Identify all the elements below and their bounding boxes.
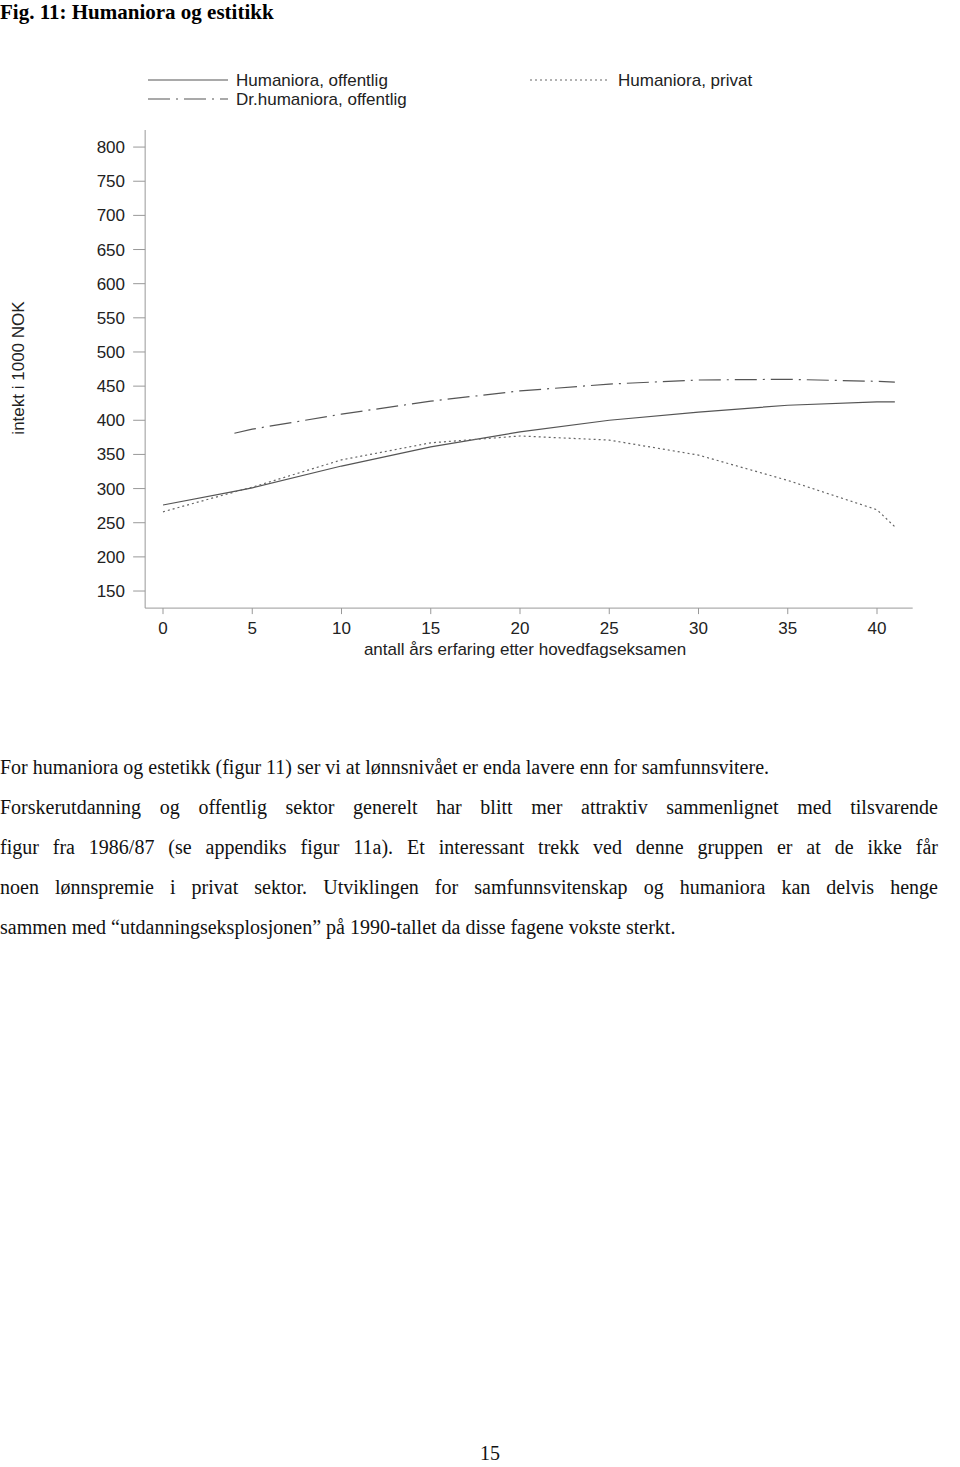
body-text: For humaniora og estetikk (figur 11) ser… bbox=[0, 747, 938, 947]
series-line bbox=[234, 379, 894, 433]
y-axis-line bbox=[145, 130, 146, 608]
legend-label: Humaniora, privat bbox=[618, 71, 752, 90]
y-tick bbox=[133, 420, 145, 421]
y-tick bbox=[133, 556, 145, 557]
y-tick-label: 550 bbox=[97, 309, 125, 328]
x-tick-label: 40 bbox=[868, 619, 887, 638]
y-tick bbox=[133, 249, 145, 250]
y-axis-label: intekt i 1000 NOK bbox=[9, 301, 28, 435]
legend-key bbox=[530, 79, 610, 80]
x-tick-label: 15 bbox=[421, 619, 440, 638]
y-tick bbox=[133, 283, 145, 284]
y-tick-label: 250 bbox=[97, 514, 125, 533]
y-tick-label: 450 bbox=[97, 377, 125, 396]
y-tick-label: 650 bbox=[97, 241, 125, 260]
page-number: 15 bbox=[0, 1442, 960, 1465]
x-tick-label: 5 bbox=[248, 619, 257, 638]
y-tick bbox=[133, 215, 145, 216]
x-tick-label: 30 bbox=[689, 619, 708, 638]
y-tick-label: 150 bbox=[97, 582, 125, 601]
x-tick bbox=[520, 608, 521, 614]
y-tick-label: 500 bbox=[97, 343, 125, 362]
x-tick bbox=[341, 608, 342, 614]
y-tick-label: 800 bbox=[97, 138, 125, 157]
y-tick bbox=[133, 147, 145, 148]
x-tick-label: 10 bbox=[332, 619, 351, 638]
x-axis-line bbox=[145, 608, 913, 609]
x-tick bbox=[787, 608, 788, 614]
y-tick-label: 200 bbox=[97, 548, 125, 567]
legend-key bbox=[148, 79, 228, 80]
plot-area bbox=[163, 379, 895, 527]
x-tick bbox=[609, 608, 610, 614]
text-line: For humaniora og estetikk (figur 11) ser… bbox=[0, 747, 938, 787]
x-tick bbox=[877, 608, 878, 614]
y-tick bbox=[133, 386, 145, 387]
x-tick bbox=[698, 608, 699, 614]
legend-label: Dr.humaniora, offentlig bbox=[236, 90, 407, 109]
y-tick bbox=[133, 522, 145, 523]
y-tick bbox=[133, 181, 145, 182]
x-tick-label: 35 bbox=[778, 619, 797, 638]
series-line bbox=[163, 402, 895, 505]
y-tick-label: 350 bbox=[97, 445, 125, 464]
text-line: sammen med “utdanningseksplosjonen” på 1… bbox=[0, 907, 938, 947]
y-tick-label: 400 bbox=[97, 411, 125, 430]
series-line bbox=[163, 436, 895, 527]
figure-title: Fig. 11: Humaniora og estitikk bbox=[0, 0, 274, 25]
y-tick-label: 300 bbox=[97, 480, 125, 499]
text-line: Forskerutdanning og offentlig sektor gen… bbox=[0, 787, 938, 827]
y-tick-label: 750 bbox=[97, 172, 125, 191]
text-line: figur fra 1986/87 (se appendiks figur 11… bbox=[0, 827, 938, 867]
legend-label: Humaniora, offentlig bbox=[236, 71, 388, 90]
y-tick bbox=[133, 591, 145, 592]
x-tick bbox=[163, 608, 164, 614]
x-axis-label: antall års erfaring etter hovedfagseksam… bbox=[364, 640, 686, 659]
x-tick-label: 25 bbox=[600, 619, 619, 638]
y-tick bbox=[133, 317, 145, 318]
y-tick bbox=[133, 454, 145, 455]
text-line: noen lønnspremie i privat sektor. Utvikl… bbox=[0, 867, 938, 907]
y-tick-label: 700 bbox=[97, 206, 125, 225]
x-tick bbox=[430, 608, 431, 614]
y-tick-label: 600 bbox=[97, 275, 125, 294]
y-tick bbox=[133, 488, 145, 489]
legend-key bbox=[148, 98, 228, 99]
chart: 1502002503003504004505005506006507007508… bbox=[0, 0, 960, 690]
x-tick-label: 0 bbox=[158, 619, 167, 638]
x-tick-label: 20 bbox=[511, 619, 530, 638]
x-tick bbox=[252, 608, 253, 614]
y-tick bbox=[133, 351, 145, 352]
